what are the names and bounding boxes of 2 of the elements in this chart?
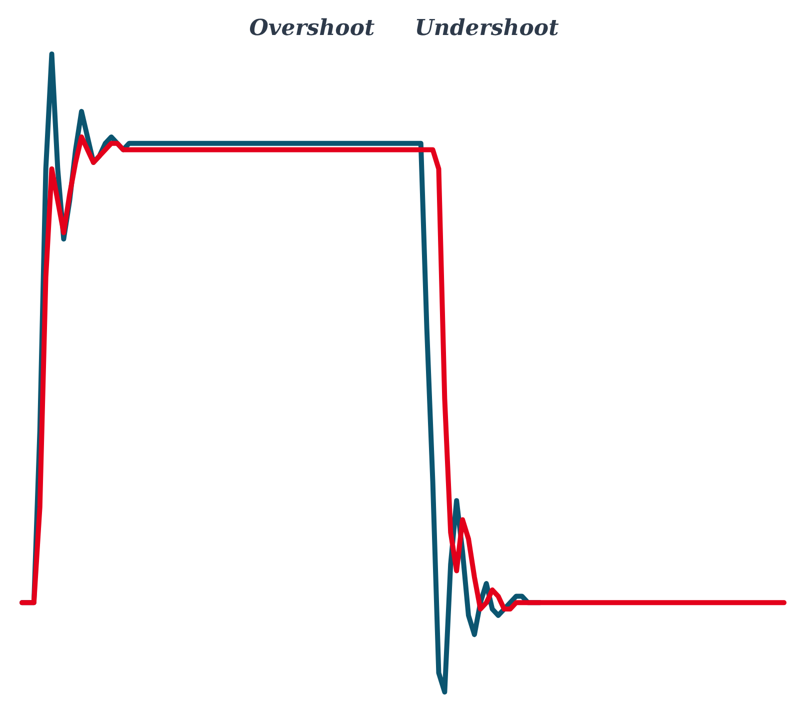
text: Undershoot: [414, 15, 559, 41]
text: Overshoot: [249, 15, 375, 41]
